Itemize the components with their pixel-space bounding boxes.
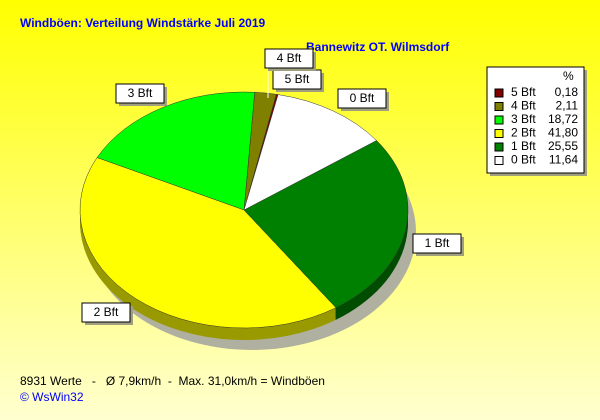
label-box	[337, 88, 387, 109]
legend-swatch	[494, 156, 504, 165]
slice-label: 4 Bft	[277, 51, 302, 65]
pie: 5 Bft 4 Bft 3 Bft 2 Bft 1 Bft 0 Bft	[79, 48, 464, 350]
legend-value: 2,11	[556, 99, 579, 113]
legend-label: 5 Bft	[511, 85, 536, 99]
copyright: © WsWin32	[20, 390, 84, 404]
legend-value: 11,64	[549, 153, 578, 167]
footnote: 8931 Werte - Ø 7,9km/h - Max. 31,0km/h =…	[20, 374, 325, 388]
legend-value: 25,55	[548, 139, 578, 153]
legend-swatch	[494, 129, 504, 138]
legend-label: 0 Bft	[511, 153, 536, 167]
slice-label: 1 Bft	[425, 236, 450, 250]
slice-label: 0 Bft	[350, 91, 375, 105]
legend-swatch	[494, 115, 504, 125]
legend-label: 2 Bft	[511, 126, 536, 140]
pie-slice	[79, 157, 337, 329]
legend-label: 3 Bft	[511, 112, 536, 126]
legend-value: 18,72	[548, 112, 578, 126]
slice-label: 3 Bft	[128, 86, 153, 100]
legend-swatch	[494, 142, 504, 152]
label-box	[115, 83, 165, 104]
legend-label: 1 Bft	[511, 139, 536, 153]
slice-label: 5 Bft	[285, 72, 310, 86]
legend-swatch	[494, 88, 504, 98]
legend-title: %	[563, 69, 574, 83]
pie-slice	[96, 91, 256, 211]
pie-slice	[243, 94, 377, 211]
legend-swatch	[494, 102, 504, 111]
chart-title: Windböen: Verteilung Windstärke Juli 201…	[20, 16, 265, 30]
legend-label: 4 Bft	[511, 99, 536, 113]
label-box	[264, 48, 314, 69]
legend-value: 0,18	[555, 85, 579, 99]
slice-label: 2 Bft	[94, 305, 119, 319]
legend: % 5 Bft 0,18 4 Bft 2,11 3 Bft 18,72 2 Bft 41,80 1…	[486, 66, 587, 176]
label-box	[81, 302, 131, 323]
legend-value: 41,80	[548, 126, 578, 140]
pie-slice	[243, 140, 409, 308]
label-box	[412, 233, 462, 254]
chart-subtitle: Bannewitz OT. Wilmsdorf	[306, 40, 450, 54]
